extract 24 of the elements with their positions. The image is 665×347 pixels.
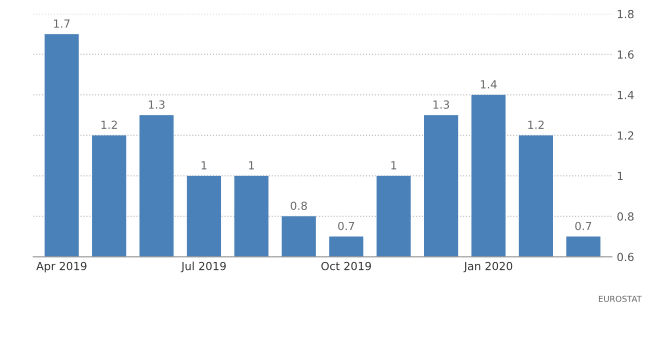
data-label: 0.7 <box>338 222 354 230</box>
data-label: 1.3 <box>148 100 164 109</box>
data-label: 1 <box>391 161 396 170</box>
text: EUROSTAT <box>598 296 642 302</box>
data-label: 1.2 <box>102 120 117 129</box>
data-label: 0.7 <box>575 222 592 230</box>
y-tick-label: 1.6 <box>618 50 634 59</box>
data-label: 1.3 <box>433 100 450 109</box>
data-label: 1.7 <box>54 20 70 28</box>
x-tick-label: Jan 2020 <box>463 262 512 272</box>
data-label: 1 <box>249 161 254 170</box>
data-label: 1 <box>202 161 206 170</box>
data-label: 1.2 <box>528 120 544 129</box>
x-tick-label: Jul 2019 <box>180 262 226 272</box>
x-tick-label: Apr 2019 <box>36 262 86 272</box>
y-tick-label: 1 <box>618 172 623 180</box>
y-tick-label: 0.8 <box>617 212 634 221</box>
y-tick-label: 0.6 <box>617 252 634 262</box>
y-tick-label: 1.8 <box>618 10 634 18</box>
y-tick-label: 1.2 <box>618 131 634 140</box>
y-tick-label: 1.4 <box>618 90 634 100</box>
data-label: 1.4 <box>480 80 497 88</box>
data-label: 0.8 <box>290 202 307 210</box>
x-tick-label: Oct 2019 <box>321 262 371 270</box>
